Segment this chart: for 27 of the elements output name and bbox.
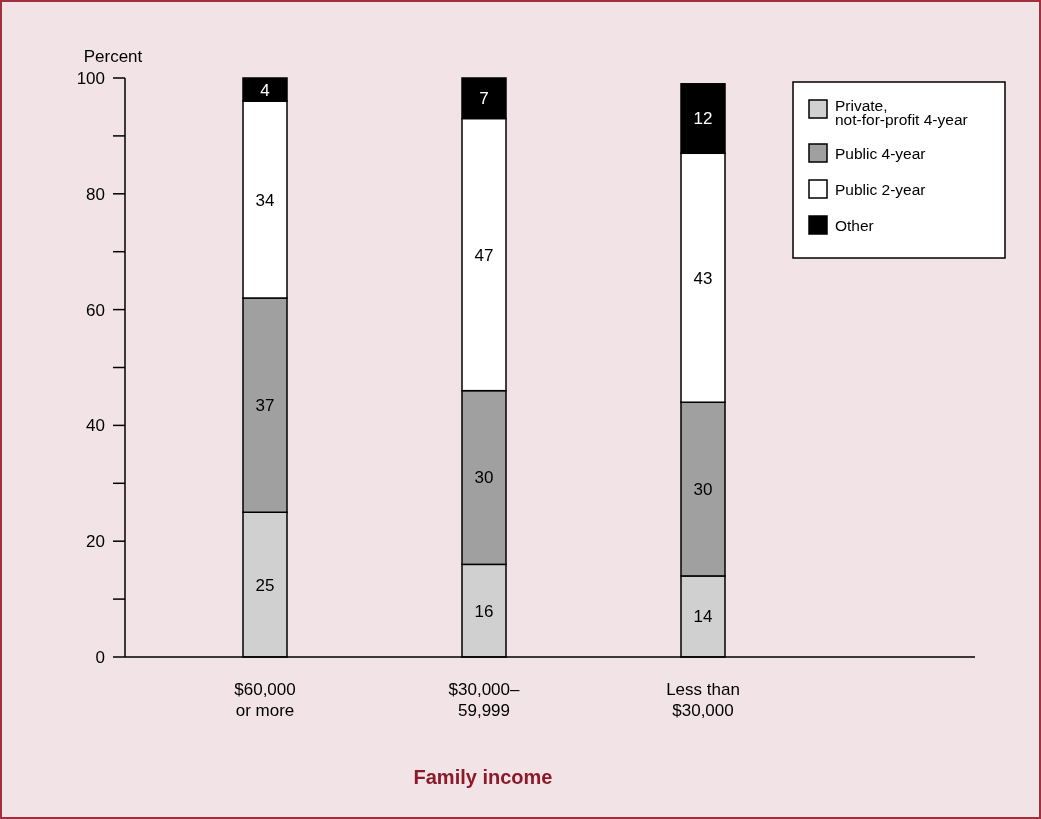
- y-tick-label: 60: [86, 300, 105, 320]
- y-tick-label: 100: [76, 68, 105, 88]
- legend-label: Private, not-for-profit 4-year: [835, 97, 968, 128]
- legend-label: Other: [835, 217, 874, 234]
- x-tick-label: $30,000–59,999: [448, 680, 520, 720]
- x-tick-label: $60,000 or more: [234, 680, 296, 720]
- y-tick-label: 80: [86, 184, 105, 204]
- data-label: 37: [255, 396, 275, 416]
- data-label: 7: [479, 89, 489, 109]
- data-label: 43: [693, 268, 713, 288]
- data-label: 25: [255, 575, 275, 595]
- data-label: 34: [255, 190, 275, 210]
- x-tick-label: Less than $30,000: [666, 680, 740, 720]
- y-axis-title: Percent: [83, 47, 143, 66]
- data-label: 47: [474, 245, 494, 265]
- y-tick-label: 0: [95, 647, 105, 667]
- data-label: 14: [693, 607, 713, 627]
- data-label: 16: [474, 601, 494, 621]
- data-label: 12: [693, 109, 713, 129]
- legend-label: Public 4-year: [835, 145, 926, 162]
- legend-label: Public 2-year: [835, 181, 926, 198]
- y-tick-label: 20: [86, 532, 105, 552]
- data-label: 30: [693, 480, 713, 500]
- x-axis-title: Family income: [413, 766, 553, 788]
- data-label: 4: [260, 80, 270, 100]
- y-tick-label: 40: [86, 416, 105, 436]
- data-label: 30: [474, 468, 494, 488]
